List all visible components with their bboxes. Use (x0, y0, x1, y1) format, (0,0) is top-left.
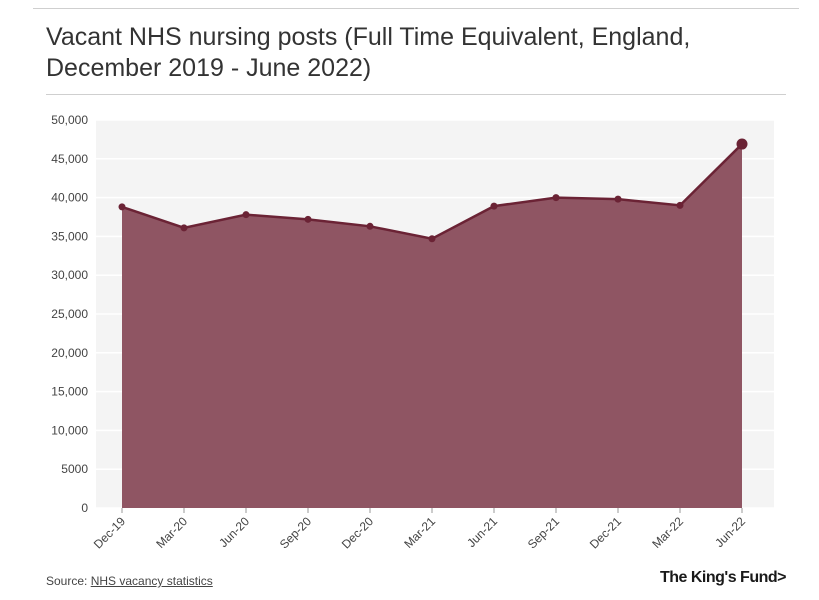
x-tick-label: Dec-20 (339, 514, 376, 551)
data-point (490, 202, 498, 210)
data-point (428, 235, 436, 243)
x-tick-label: Jun-22 (712, 514, 748, 550)
data-point (180, 224, 188, 232)
data-point (304, 215, 312, 223)
source-note: Source: NHS vacancy statistics (46, 574, 213, 588)
data-point (736, 138, 748, 150)
data-point (366, 222, 374, 230)
data-point (118, 203, 126, 211)
kings-fund-logo: The King's Fund> (659, 569, 787, 586)
x-tick-label: Mar-21 (401, 514, 438, 551)
data-point (614, 195, 622, 203)
x-tick-label: Sep-20 (277, 514, 314, 551)
source-link[interactable]: NHS vacancy statistics (90, 574, 213, 588)
data-point (242, 211, 250, 219)
y-axis: 0 5000 10,000 15,000 20,000 25,000 30,000 35,00… (51, 113, 88, 515)
y-tick-label: 0 (81, 501, 88, 515)
top-divider (33, 8, 799, 9)
x-tick-label: Dec-19 (91, 514, 128, 551)
y-tick-label: 5000 (61, 462, 88, 476)
y-tick-label: 30,000 (51, 268, 88, 282)
y-tick-label: 45,000 (51, 152, 88, 166)
y-tick-label: 10,000 (51, 423, 88, 437)
source-prefix: Source: (46, 574, 88, 588)
y-tick-label: 35,000 (51, 229, 88, 243)
y-tick-label: 20,000 (51, 346, 88, 360)
x-axis: Dec-19 Mar-20 Jun-20 Sep-20 Dec-20 Mar-21 Jun-… (91, 508, 748, 551)
y-tick-label: 50,000 (51, 113, 88, 127)
x-tick-label: Jun-20 (216, 514, 252, 550)
x-tick-label: Jun-21 (464, 514, 500, 550)
y-tick-label: 40,000 (51, 191, 88, 205)
data-point (676, 201, 684, 209)
x-tick-label: Mar-20 (153, 514, 190, 551)
y-tick-label: 15,000 (51, 385, 88, 399)
x-tick-label: Dec-21 (587, 514, 624, 551)
data-point (552, 194, 560, 202)
series-area (122, 144, 742, 508)
series-points (118, 138, 748, 243)
y-tick-label: 25,000 (51, 307, 88, 321)
title-divider (46, 94, 786, 95)
x-tick-label: Sep-21 (525, 514, 562, 551)
chart-title: Vacant NHS nursing posts (Full Time Equi… (46, 23, 691, 82)
x-tick-label: Mar-22 (649, 514, 686, 551)
